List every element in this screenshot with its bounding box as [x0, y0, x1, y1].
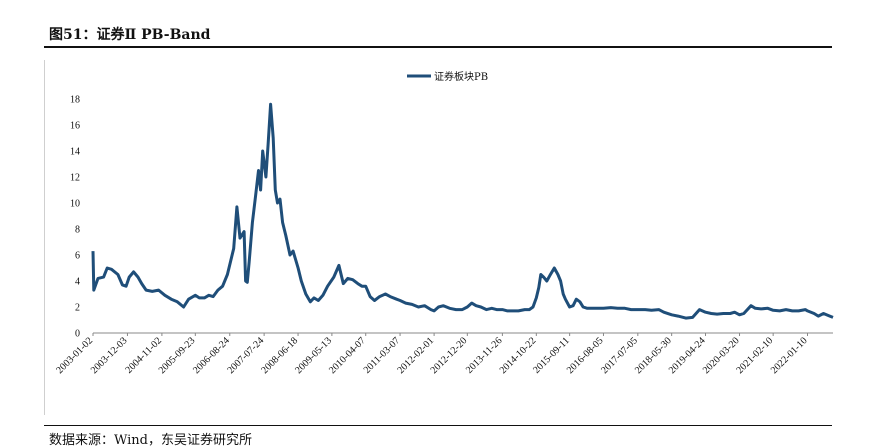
bottom-rule	[44, 425, 832, 426]
y-tick-label: 8	[75, 225, 80, 236]
source-note: 数据来源：Wind，东吴证券研究所	[49, 433, 252, 448]
x-tick-label: 2022-01-10	[769, 335, 810, 376]
x-tick-label: 2003-01-02	[54, 335, 95, 376]
x-tick-label: 2003-12-03	[89, 335, 130, 376]
y-tick-label: 2	[75, 303, 80, 314]
y-tick-label: 14	[70, 147, 80, 158]
x-tick-label: 2010-04-07	[327, 335, 368, 376]
y-axis: 0 2 4 6 8 10 12 14 16 18	[70, 95, 80, 340]
x-tick-label: 2005-09-23	[157, 335, 198, 376]
y-tick-label: 16	[70, 121, 80, 132]
x-tick-label: 2012-12-20	[429, 335, 470, 376]
y-tick-label: 12	[70, 173, 80, 184]
x-axis: 2003-01-022003-12-032004-11-022005-09-23…	[54, 332, 833, 376]
y-tick-label: 0	[75, 329, 80, 340]
legend-label: 证券板块PB	[434, 70, 488, 83]
top-rule	[44, 46, 832, 48]
chart-frame-left	[44, 60, 45, 415]
y-tick-label: 18	[70, 95, 80, 106]
figure-title: 图51：证券Ⅱ PB-Band	[49, 27, 211, 43]
y-tick-label: 6	[75, 251, 80, 262]
chart-legend: 证券板块PB	[407, 70, 488, 83]
y-tick-label: 4	[75, 277, 80, 288]
series-group	[91, 102, 834, 320]
series-line	[91, 102, 834, 320]
y-tick-label: 10	[70, 199, 80, 210]
